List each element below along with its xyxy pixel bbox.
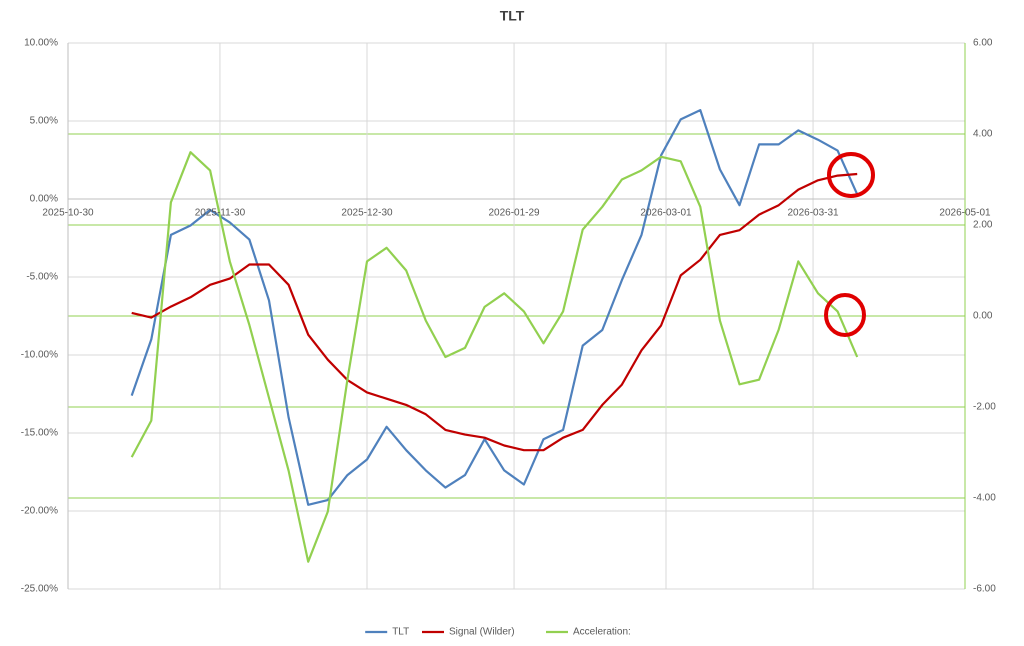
- y2-tick-label: 2.00: [973, 220, 993, 231]
- legend-label: Signal (Wilder): [449, 627, 515, 638]
- x-tick-label: 2025-10-30: [42, 208, 94, 219]
- y-tick-label: -20.00%: [21, 506, 58, 517]
- highlight-circle: [824, 293, 866, 337]
- x-tick-label: 2026-05-01: [939, 208, 991, 219]
- y2-tick-label: -6.00: [973, 584, 996, 595]
- y2-tick-label: -2.00: [973, 402, 996, 413]
- plot: [130, 109, 859, 563]
- grid: [67, 42, 966, 590]
- chart-title: TLT: [500, 8, 525, 24]
- y-tick-label: 0.00%: [30, 194, 58, 205]
- x-tick-label: 2026-01-29: [488, 208, 540, 219]
- x-tick-label: 2025-11-30: [195, 208, 246, 219]
- legend-label: TLT: [392, 627, 409, 638]
- series-line: [131, 172, 858, 452]
- y2-tick-label: 4.00: [973, 129, 993, 140]
- y2-tick-label: 6.00: [973, 38, 993, 49]
- y-tick-label: -10.00%: [21, 350, 58, 361]
- x-tick-label: 2025-12-30: [341, 208, 393, 219]
- y-tick-label: 5.00%: [30, 116, 58, 127]
- y-tick-label: -15.00%: [21, 428, 58, 439]
- y-tick-label: -25.00%: [21, 584, 58, 595]
- legend-label: Acceleration:: [573, 627, 631, 638]
- series-line: [130, 151, 859, 563]
- y-tick-label: -5.00%: [26, 272, 58, 283]
- x-tick-label: 2026-03-01: [640, 208, 692, 219]
- highlight-circle: [827, 152, 875, 198]
- y2-tick-label: -4.00: [973, 493, 996, 504]
- x-tick-label: 2026-03-31: [787, 208, 839, 219]
- series-line: [130, 109, 859, 506]
- annotations: [824, 152, 875, 337]
- y2-tick-label: 0.00: [973, 311, 993, 322]
- y-tick-label: 10.00%: [24, 38, 58, 49]
